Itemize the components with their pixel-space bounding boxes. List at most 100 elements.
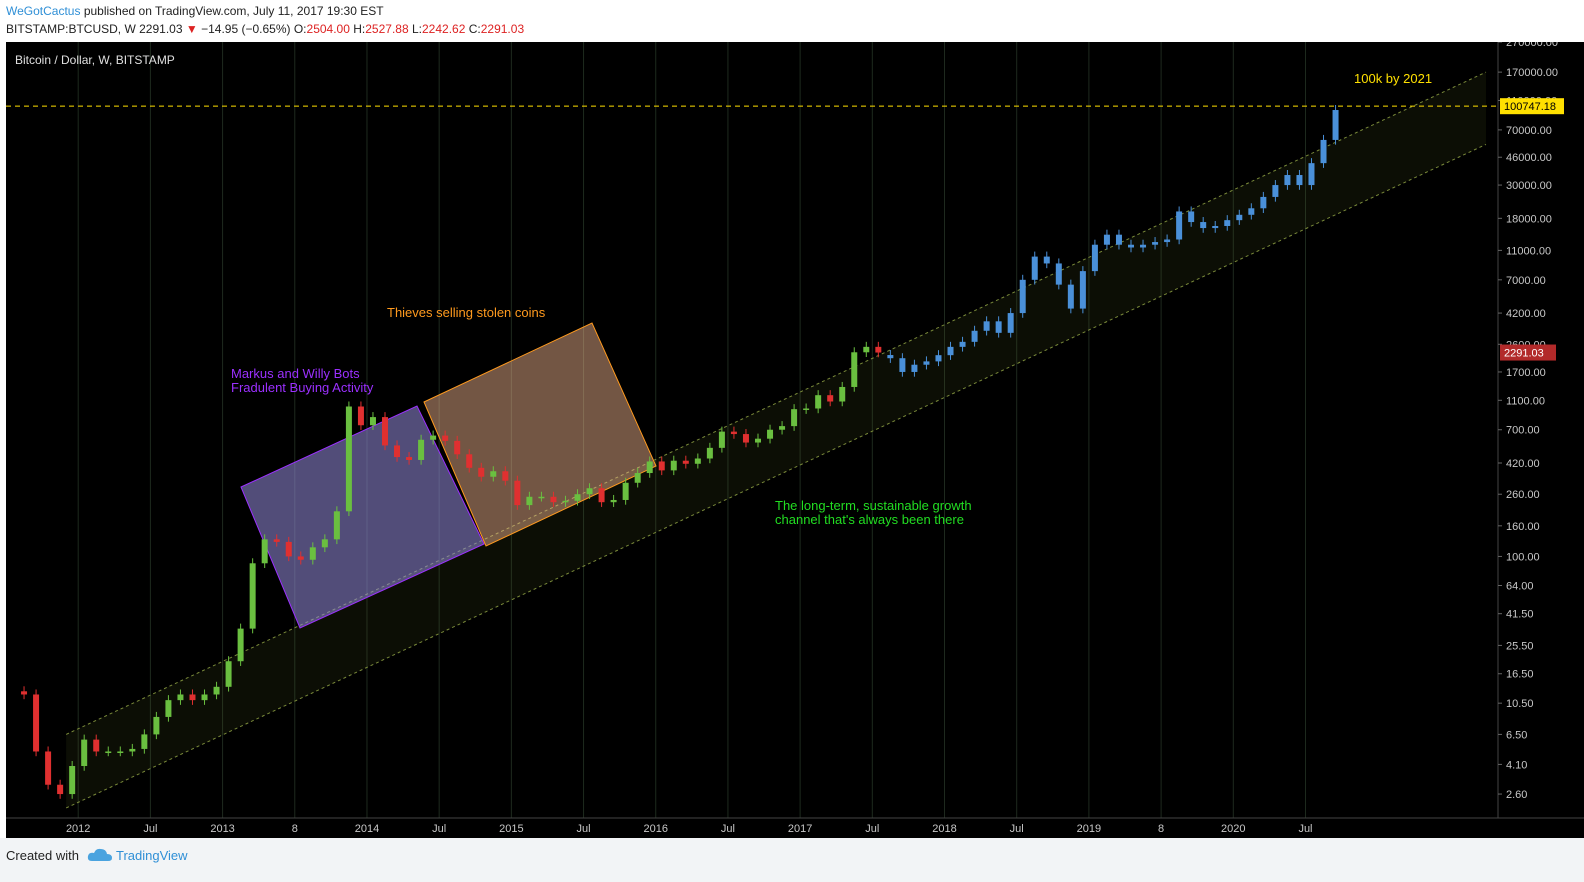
bots-annotation-text: Markus and Willy Bots <box>231 366 360 381</box>
candle-body <box>177 694 184 701</box>
btc-chart-svg[interactable]: 2012 Jul 2013 8 2014 Jul 2015 Jul 2016 Jul 2017 Jul… <box>6 37 1584 838</box>
bots-annotation-text-2: Fradulent Buying Activity <box>231 380 374 395</box>
candle-body <box>526 496 533 506</box>
candle-body <box>406 457 413 460</box>
candle-body <box>297 556 304 560</box>
candle-body <box>755 438 761 443</box>
candle-body <box>69 766 76 795</box>
candle-body <box>57 784 64 795</box>
chart-title: Bitcoin / Dollar, W, BITSTAMP <box>15 53 175 67</box>
thieves-annotation-box <box>423 322 657 547</box>
candle-body <box>466 454 473 468</box>
x-tick-label: Jul <box>865 823 879 835</box>
projection-candle <box>1115 234 1122 245</box>
candle-body <box>478 467 485 477</box>
candle-body <box>658 461 665 471</box>
candle-body <box>622 482 629 500</box>
published-text: published on TradingView.com, July 11, 2… <box>83 4 384 18</box>
candle-body <box>418 439 425 460</box>
projection-candle <box>923 361 930 365</box>
candle-body <box>237 628 244 662</box>
candle-body <box>827 395 834 402</box>
candle-body <box>345 406 352 512</box>
projection-candle <box>1007 313 1014 333</box>
close-value: 2291.03 <box>480 22 525 36</box>
candle-body <box>213 686 220 695</box>
candle-body <box>357 406 364 426</box>
candle-body <box>309 547 316 560</box>
candle-body <box>430 435 437 440</box>
y-tick-label: 10.50 <box>1506 698 1534 710</box>
candle-body <box>249 563 256 629</box>
last-price-text: 2291.03 <box>139 22 183 36</box>
candle-body <box>273 539 280 542</box>
y-tick-label: 70000.00 <box>1506 125 1552 137</box>
candle-body <box>285 541 292 557</box>
y-tick-label: 16.50 <box>1506 669 1534 681</box>
projection-candle <box>1248 208 1255 215</box>
projection-candle <box>1031 256 1038 280</box>
candle-body <box>117 751 124 753</box>
projection-candle <box>1308 163 1315 186</box>
projection-candle <box>971 330 978 342</box>
projection-candle <box>995 321 1002 333</box>
x-tick-label: 2015 <box>499 823 523 835</box>
candle-body <box>586 488 593 495</box>
last-price-label: 2291.03 <box>1504 348 1544 360</box>
candle-body <box>21 691 28 695</box>
y-tick-label: 41.50 <box>1506 609 1534 621</box>
projection-candle <box>1320 139 1327 164</box>
candle-body <box>574 494 581 501</box>
candle-body <box>562 500 569 503</box>
candle-body <box>815 395 822 409</box>
projection-candle <box>947 346 954 356</box>
projection-candle <box>1164 239 1171 243</box>
candle-body <box>742 434 749 443</box>
high-value: 2527.88 <box>365 22 409 36</box>
projection-candle <box>1332 110 1339 140</box>
growth-channel-fill <box>66 72 1486 808</box>
y-tick-label: 4.10 <box>1506 759 1527 771</box>
candle-body <box>45 751 52 785</box>
candle-body <box>93 739 100 752</box>
candle-body <box>201 694 208 701</box>
x-tick-label: 2014 <box>355 823 379 835</box>
candle-body <box>189 694 196 701</box>
y-tick-label: 260.00 <box>1506 489 1540 501</box>
projection-candle <box>1140 244 1147 248</box>
candle-body <box>550 496 557 503</box>
x-tick-label: Jul <box>143 823 157 835</box>
last-price-badge <box>1500 344 1556 361</box>
candle-body <box>261 539 268 564</box>
candle-body <box>382 417 388 446</box>
candle-body <box>490 471 497 477</box>
candle-body <box>225 661 232 687</box>
channel-annotation-text: The long-term, sustainable growth <box>775 498 972 513</box>
low-value: 2242.62 <box>422 22 466 36</box>
candle-body <box>839 386 846 402</box>
projection-candle <box>1019 279 1026 314</box>
author-link[interactable]: WeGotCactus <box>6 4 81 18</box>
candle-body <box>779 426 786 430</box>
candle-body <box>141 734 148 749</box>
chart-area[interactable]: 2012 Jul 2013 8 2014 Jul 2015 Jul 2016 Jul 2017 Jul… <box>6 37 1584 838</box>
candle-body <box>646 461 653 474</box>
publish-line: WeGotCactus published on TradingView.com… <box>6 4 384 18</box>
symbol-label: BITSTAMP:BTCUSD, W <box>6 22 136 36</box>
candle-body <box>718 431 725 448</box>
y-tick-label: 7000.00 <box>1506 275 1546 287</box>
projection-candle <box>1079 271 1086 309</box>
candle-body <box>33 694 40 752</box>
candle-body <box>81 739 88 767</box>
candle-body <box>538 496 545 499</box>
projection-candle <box>911 364 918 372</box>
candle-body <box>767 429 774 439</box>
candle-body <box>875 346 882 353</box>
y-tick-label: 170000.00 <box>1506 67 1558 79</box>
header: WeGotCactus published on TradingView.com… <box>0 0 1584 42</box>
tradingview-link[interactable]: TradingView <box>116 848 188 863</box>
y-tick-label: 11000.00 <box>1506 245 1551 257</box>
y-tick-label: 700.00 <box>1506 425 1540 437</box>
x-tick-label: Jul <box>432 823 446 835</box>
candle-body <box>863 346 870 353</box>
